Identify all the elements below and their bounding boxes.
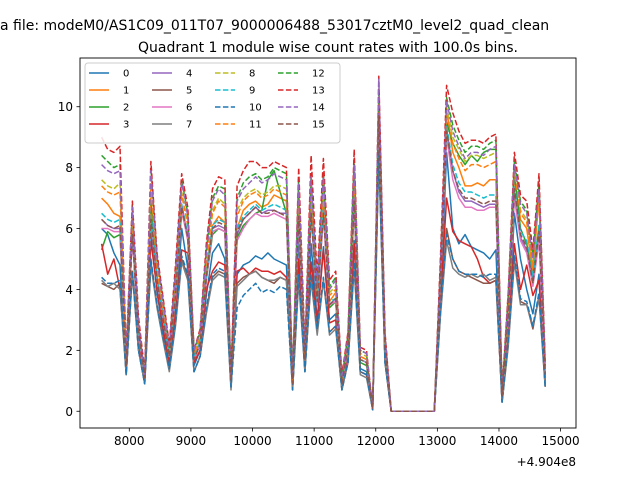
legend-label-11: 11 — [249, 120, 262, 131]
figure-suptitle: a file: modeM0/AS1C09_011T07_9000006488_… — [0, 18, 549, 34]
series-line-13 — [100, 75, 546, 413]
series-line-15 — [101, 115, 546, 413]
x-tick-label: 9000 — [176, 434, 207, 448]
legend-label-15: 15 — [312, 120, 325, 131]
legend-label-7: 7 — [186, 120, 192, 131]
legend-label-14: 14 — [312, 103, 325, 114]
legend-label-2: 2 — [123, 103, 129, 114]
legend-box — [84, 62, 341, 144]
y-tick-label: 6 — [65, 222, 73, 236]
x-tick-label: 11000 — [295, 434, 333, 448]
legend-label-9: 9 — [249, 86, 255, 97]
legend-label-5: 5 — [186, 86, 192, 97]
legend-label-12: 12 — [312, 69, 325, 80]
legend-label-13: 13 — [312, 86, 325, 97]
x-tick-label: 15000 — [542, 434, 580, 448]
x-tick-label: 8000 — [114, 434, 145, 448]
legend-label-3: 3 — [123, 120, 129, 131]
legend-label-6: 6 — [186, 103, 192, 114]
legend-label-10: 10 — [249, 103, 262, 114]
series-line-3 — [100, 136, 546, 413]
series-line-14 — [101, 78, 546, 413]
x-offset-label: +4.904e8 — [517, 455, 576, 469]
x-tick-label: 13000 — [418, 434, 456, 448]
y-tick-label: 2 — [65, 344, 73, 358]
x-tick-label: 14000 — [480, 434, 518, 448]
y-tick-label: 10 — [58, 100, 73, 114]
plot-frame — [79, 57, 577, 429]
legend-label-4: 4 — [186, 69, 192, 80]
series-layer — [100, 75, 546, 413]
x-tick-label: 10000 — [233, 434, 271, 448]
x-tick-label: 12000 — [357, 434, 395, 448]
chart-title: Quadrant 1 module wise count rates with … — [138, 40, 518, 56]
y-tick-label: 0 — [65, 405, 73, 419]
legend-label-8: 8 — [249, 69, 255, 80]
y-tick-label: 8 — [65, 161, 73, 175]
legend-label-0: 0 — [123, 69, 129, 80]
series-line-10 — [101, 151, 546, 413]
series-line-11 — [101, 99, 546, 413]
y-tick-label: 4 — [65, 283, 73, 297]
axis-ticks: 8000 9000 10000 11000 12000 13000 14000 15000 0 2… — [58, 100, 580, 448]
legend-label-1: 1 — [123, 86, 129, 97]
